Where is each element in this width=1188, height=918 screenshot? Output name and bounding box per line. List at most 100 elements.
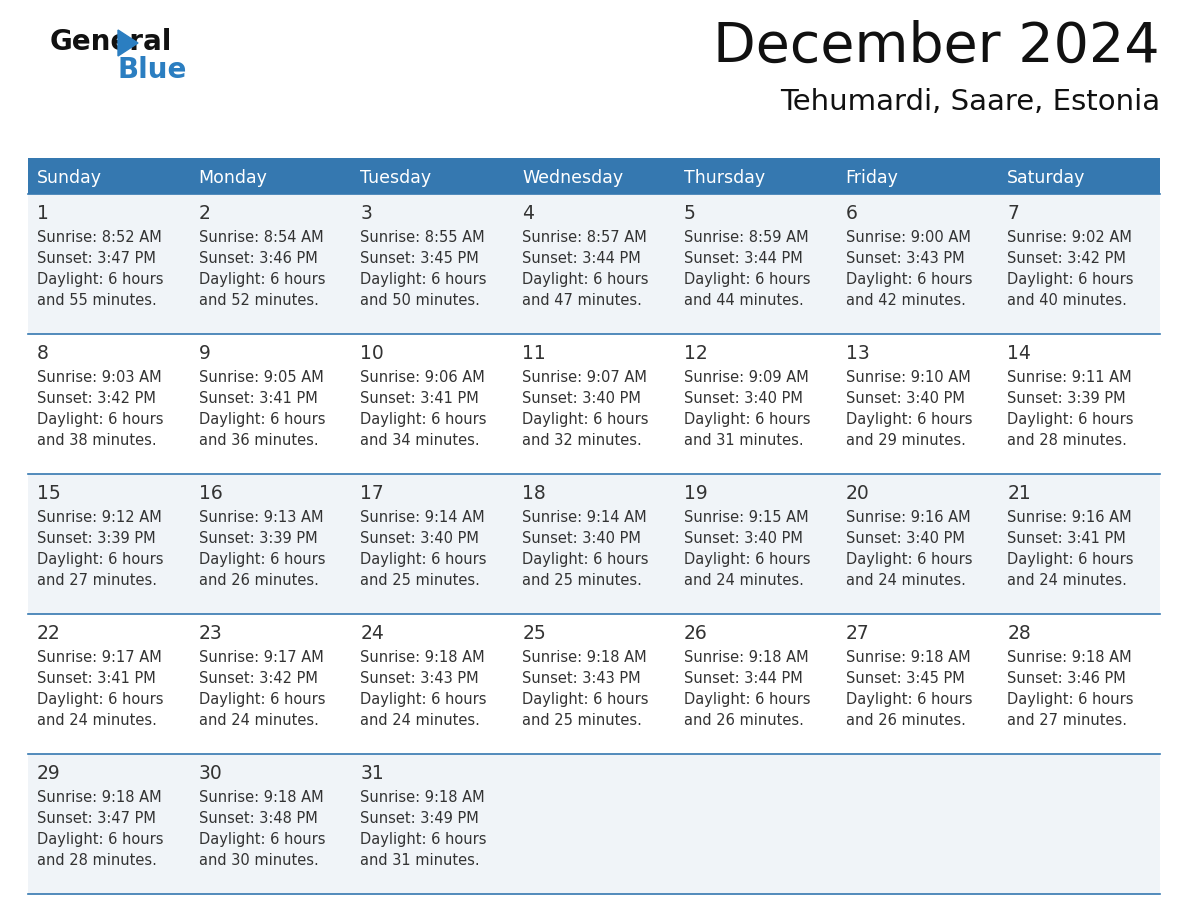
Text: Wednesday: Wednesday (523, 169, 624, 187)
Text: Sunset: 3:40 PM: Sunset: 3:40 PM (523, 531, 642, 546)
Text: Daylight: 6 hours: Daylight: 6 hours (846, 412, 972, 427)
Bar (675, 754, 836, 894)
Text: Daylight: 6 hours: Daylight: 6 hours (198, 272, 326, 287)
Text: Daylight: 6 hours: Daylight: 6 hours (198, 692, 326, 707)
Text: and 24 minutes.: and 24 minutes. (360, 713, 480, 728)
Text: Daylight: 6 hours: Daylight: 6 hours (1007, 692, 1133, 707)
Text: 18: 18 (523, 484, 546, 503)
Bar (513, 614, 675, 754)
Bar (836, 334, 998, 474)
Text: Sunrise: 8:55 AM: Sunrise: 8:55 AM (360, 230, 485, 245)
Text: Daylight: 6 hours: Daylight: 6 hours (360, 832, 487, 847)
Bar (998, 334, 1159, 474)
Bar (998, 474, 1159, 614)
Bar (190, 474, 352, 614)
Text: and 55 minutes.: and 55 minutes. (37, 293, 157, 308)
Text: Sunset: 3:41 PM: Sunset: 3:41 PM (37, 671, 156, 686)
Text: Daylight: 6 hours: Daylight: 6 hours (37, 832, 164, 847)
Text: Sunrise: 9:18 AM: Sunrise: 9:18 AM (846, 650, 971, 665)
Text: Sunrise: 9:17 AM: Sunrise: 9:17 AM (37, 650, 162, 665)
Bar (513, 334, 675, 474)
Text: Daylight: 6 hours: Daylight: 6 hours (684, 412, 810, 427)
Text: Sunrise: 9:16 AM: Sunrise: 9:16 AM (1007, 510, 1132, 525)
Polygon shape (118, 30, 138, 56)
Text: Sunset: 3:41 PM: Sunset: 3:41 PM (1007, 531, 1126, 546)
Text: 30: 30 (198, 764, 222, 783)
Text: Tuesday: Tuesday (360, 169, 431, 187)
Text: Friday: Friday (846, 169, 898, 187)
Text: Sunset: 3:49 PM: Sunset: 3:49 PM (360, 811, 479, 826)
Text: and 31 minutes.: and 31 minutes. (360, 853, 480, 868)
Text: Sunrise: 9:05 AM: Sunrise: 9:05 AM (198, 370, 323, 385)
Text: 21: 21 (1007, 484, 1031, 503)
Text: 28: 28 (1007, 624, 1031, 643)
Bar (29, 754, 190, 894)
Text: Sunrise: 8:52 AM: Sunrise: 8:52 AM (37, 230, 162, 245)
Text: 23: 23 (198, 624, 222, 643)
Text: Sunset: 3:46 PM: Sunset: 3:46 PM (1007, 671, 1126, 686)
Text: Sunrise: 9:18 AM: Sunrise: 9:18 AM (360, 650, 485, 665)
Text: Sunset: 3:47 PM: Sunset: 3:47 PM (37, 811, 156, 826)
Text: Daylight: 6 hours: Daylight: 6 hours (523, 692, 649, 707)
Text: Sunrise: 8:57 AM: Sunrise: 8:57 AM (523, 230, 647, 245)
Text: Sunrise: 9:09 AM: Sunrise: 9:09 AM (684, 370, 809, 385)
Bar (190, 158, 352, 194)
Text: Sunset: 3:48 PM: Sunset: 3:48 PM (198, 811, 317, 826)
Bar (352, 194, 513, 334)
Text: Sunset: 3:43 PM: Sunset: 3:43 PM (523, 671, 640, 686)
Text: Sunrise: 9:12 AM: Sunrise: 9:12 AM (37, 510, 162, 525)
Text: Daylight: 6 hours: Daylight: 6 hours (846, 272, 972, 287)
Text: 19: 19 (684, 484, 708, 503)
Text: 11: 11 (523, 344, 546, 363)
Bar (836, 158, 998, 194)
Text: Sunset: 3:41 PM: Sunset: 3:41 PM (198, 391, 317, 406)
Bar (675, 158, 836, 194)
Text: 15: 15 (37, 484, 61, 503)
Text: Sunrise: 9:00 AM: Sunrise: 9:00 AM (846, 230, 971, 245)
Text: Saturday: Saturday (1007, 169, 1086, 187)
Text: Sunrise: 9:18 AM: Sunrise: 9:18 AM (1007, 650, 1132, 665)
Text: Sunrise: 9:17 AM: Sunrise: 9:17 AM (198, 650, 323, 665)
Text: Sunrise: 9:03 AM: Sunrise: 9:03 AM (37, 370, 162, 385)
Text: Sunset: 3:41 PM: Sunset: 3:41 PM (360, 391, 479, 406)
Text: and 47 minutes.: and 47 minutes. (523, 293, 642, 308)
Text: and 25 minutes.: and 25 minutes. (360, 573, 480, 588)
Text: Sunset: 3:39 PM: Sunset: 3:39 PM (1007, 391, 1126, 406)
Text: Tehumardi, Saare, Estonia: Tehumardi, Saare, Estonia (779, 88, 1159, 116)
Text: 4: 4 (523, 204, 535, 223)
Text: Sunrise: 9:18 AM: Sunrise: 9:18 AM (198, 790, 323, 805)
Text: 2: 2 (198, 204, 210, 223)
Text: and 32 minutes.: and 32 minutes. (523, 433, 642, 448)
Text: and 36 minutes.: and 36 minutes. (198, 433, 318, 448)
Text: Daylight: 6 hours: Daylight: 6 hours (1007, 272, 1133, 287)
Text: Sunrise: 9:18 AM: Sunrise: 9:18 AM (360, 790, 485, 805)
Bar (998, 754, 1159, 894)
Text: Sunday: Sunday (37, 169, 102, 187)
Bar (29, 158, 190, 194)
Text: and 30 minutes.: and 30 minutes. (198, 853, 318, 868)
Bar (513, 754, 675, 894)
Text: Sunrise: 9:10 AM: Sunrise: 9:10 AM (846, 370, 971, 385)
Bar (675, 474, 836, 614)
Bar (836, 474, 998, 614)
Text: Sunset: 3:45 PM: Sunset: 3:45 PM (360, 251, 479, 266)
Text: and 34 minutes.: and 34 minutes. (360, 433, 480, 448)
Text: Sunrise: 9:07 AM: Sunrise: 9:07 AM (523, 370, 647, 385)
Text: Daylight: 6 hours: Daylight: 6 hours (37, 272, 164, 287)
Text: and 44 minutes.: and 44 minutes. (684, 293, 803, 308)
Text: 14: 14 (1007, 344, 1031, 363)
Bar (190, 334, 352, 474)
Text: Sunrise: 9:06 AM: Sunrise: 9:06 AM (360, 370, 485, 385)
Text: and 50 minutes.: and 50 minutes. (360, 293, 480, 308)
Text: Monday: Monday (198, 169, 267, 187)
Bar (352, 754, 513, 894)
Bar (675, 334, 836, 474)
Text: Daylight: 6 hours: Daylight: 6 hours (37, 692, 164, 707)
Text: Daylight: 6 hours: Daylight: 6 hours (846, 692, 972, 707)
Text: Daylight: 6 hours: Daylight: 6 hours (684, 692, 810, 707)
Text: and 28 minutes.: and 28 minutes. (37, 853, 157, 868)
Text: Daylight: 6 hours: Daylight: 6 hours (360, 412, 487, 427)
Text: Sunset: 3:40 PM: Sunset: 3:40 PM (846, 531, 965, 546)
Text: Daylight: 6 hours: Daylight: 6 hours (846, 552, 972, 567)
Bar (352, 614, 513, 754)
